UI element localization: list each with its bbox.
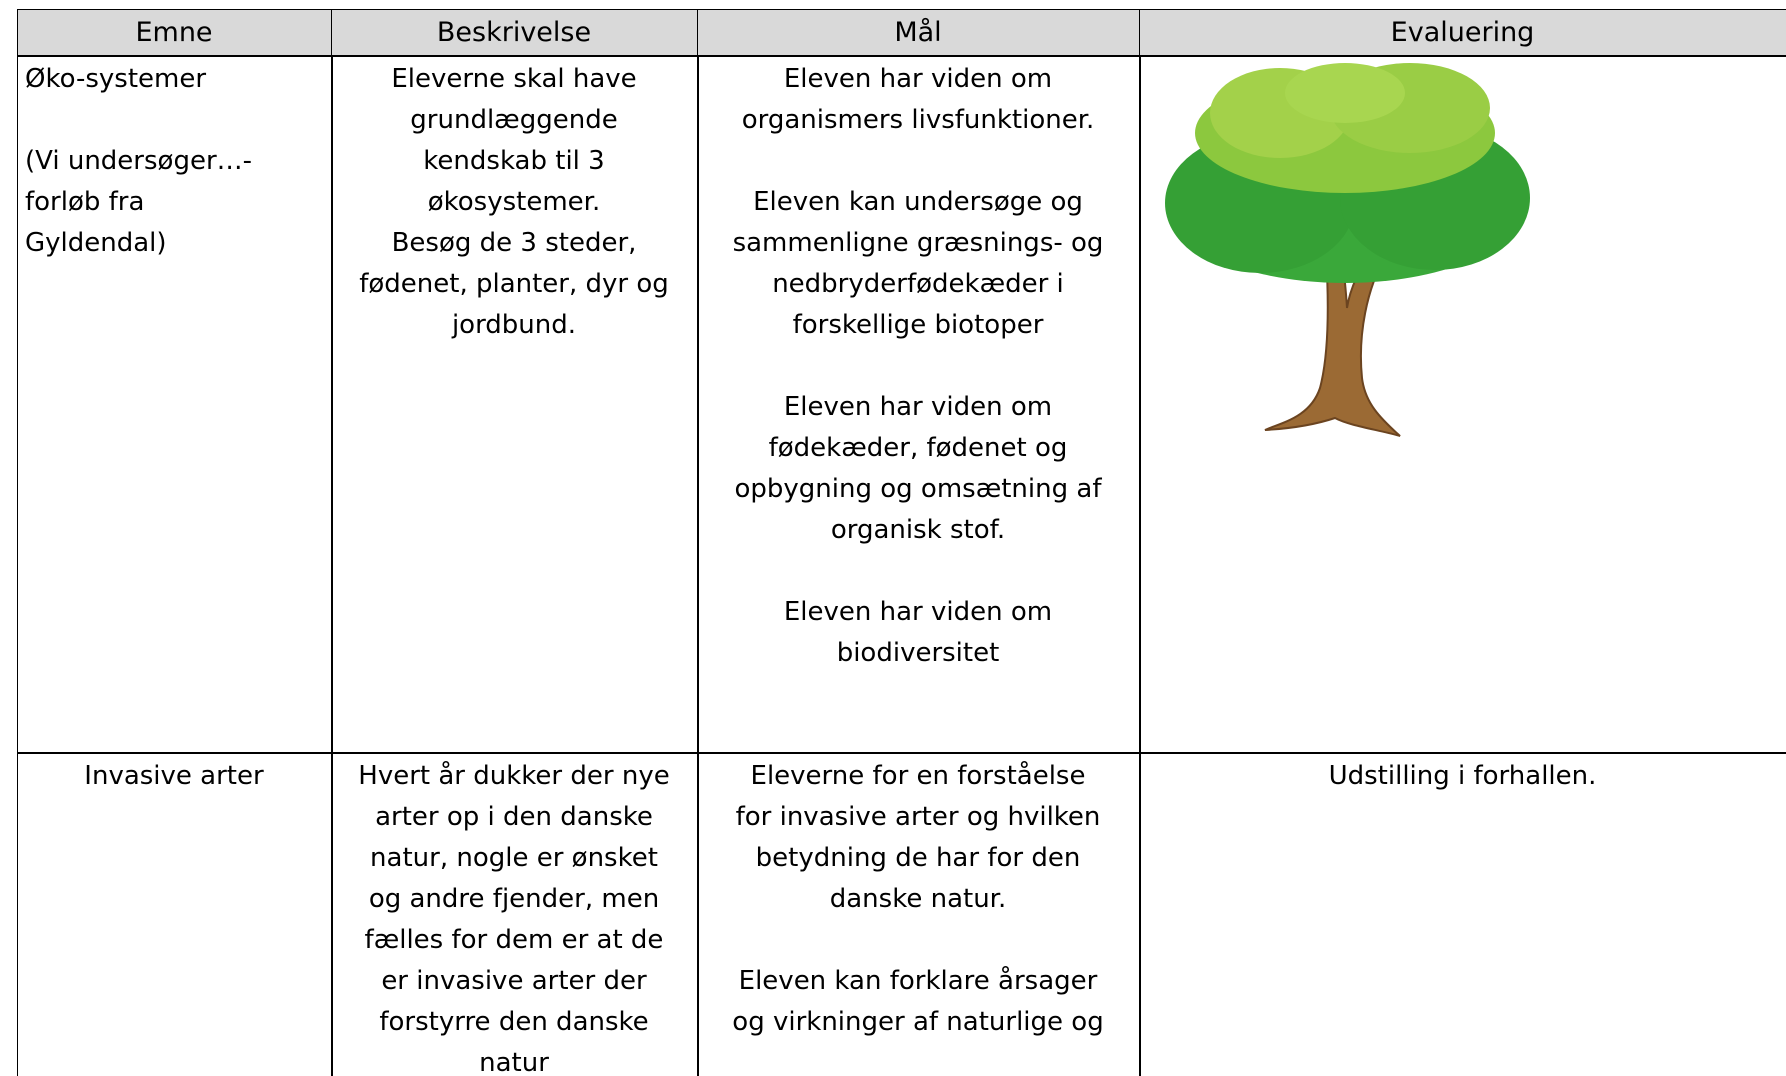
table-cell xyxy=(17,752,333,1076)
cell-text: sammenligne græsnings- og xyxy=(732,228,1104,258)
header-cell xyxy=(1139,9,1786,57)
cell-text: forløb fra xyxy=(25,187,145,217)
cell-text: Invasive arter xyxy=(84,761,264,791)
cell-text: organisk stof. xyxy=(830,515,1006,545)
table-cell xyxy=(697,55,1141,754)
table-cell xyxy=(697,752,1141,1076)
cell-text: Eleven har viden om xyxy=(783,392,1053,422)
table-cell xyxy=(331,752,699,1076)
cell-text: Hvert år dukker der nye xyxy=(358,761,670,791)
header-text: Mål xyxy=(894,17,942,48)
cell-text: nedbryderfødekæder i xyxy=(772,269,1064,299)
cell-text: Eleven kan forklare årsager xyxy=(738,966,1098,996)
cell-text: forstyrre den danske xyxy=(379,1007,649,1037)
header-cell xyxy=(331,9,699,57)
cell-text: økosystemer. xyxy=(427,187,601,217)
cell-text: betydning de har for den xyxy=(755,843,1081,873)
header-text: Beskrivelse xyxy=(436,17,592,48)
cell-text: organismers livsfunktioner. xyxy=(741,105,1095,135)
cell-text: opbygning og omsætning af xyxy=(734,474,1102,504)
cell-text: jordbund. xyxy=(451,310,577,340)
cell-text: er invasive arter der xyxy=(381,966,647,996)
header-text: Evaluering xyxy=(1390,17,1535,48)
cell-text: (Vi undersøger…- xyxy=(25,146,253,176)
cell-text: og andre fjender, men xyxy=(368,884,660,914)
cell-text: Eleverne skal have xyxy=(391,64,637,94)
cell-text: Eleven har viden om xyxy=(783,64,1053,94)
table-cell xyxy=(1139,55,1786,754)
table-cell xyxy=(331,55,699,754)
header-cell xyxy=(17,9,333,57)
cell-text: Eleverne for en forståelse xyxy=(750,761,1086,791)
cell-text: fælles for dem er at de xyxy=(364,925,664,955)
cell-text: biodiversitet xyxy=(836,638,1000,668)
cell-text: forskellige biotoper xyxy=(792,310,1044,340)
cell-text: fødekæder, fødenet og xyxy=(768,433,1068,463)
cell-text: og virkninger af naturlige og xyxy=(732,1007,1104,1037)
table-cell xyxy=(17,55,333,754)
cell-text: for invasive arter og hvilken xyxy=(735,802,1101,832)
cell-text: danske natur. xyxy=(829,884,1007,914)
cell-text: arter op i den danske xyxy=(375,802,653,832)
cell-text: kendskab til 3 xyxy=(423,146,605,176)
cell-text: Gyldendal) xyxy=(25,228,167,258)
cell-text: Besøg de 3 steder, xyxy=(391,228,637,258)
cell-text: fødenet, planter, dyr og xyxy=(359,269,669,299)
table-cell xyxy=(1139,752,1786,1076)
cell-text: natur xyxy=(479,1048,549,1076)
cell-text: Eleven har viden om xyxy=(783,597,1053,627)
tree-illustration xyxy=(1165,63,1530,437)
cell-text: Udstilling i forhallen. xyxy=(1328,761,1597,791)
header-text: Emne xyxy=(135,17,213,48)
cell-text: Eleven kan undersøge og xyxy=(753,187,1083,217)
header-cell xyxy=(697,9,1141,57)
cell-text: Øko-systemer xyxy=(25,64,207,94)
cell-text: grundlæggende xyxy=(410,105,618,135)
cell-text: natur, nogle er ønsket xyxy=(370,843,658,873)
